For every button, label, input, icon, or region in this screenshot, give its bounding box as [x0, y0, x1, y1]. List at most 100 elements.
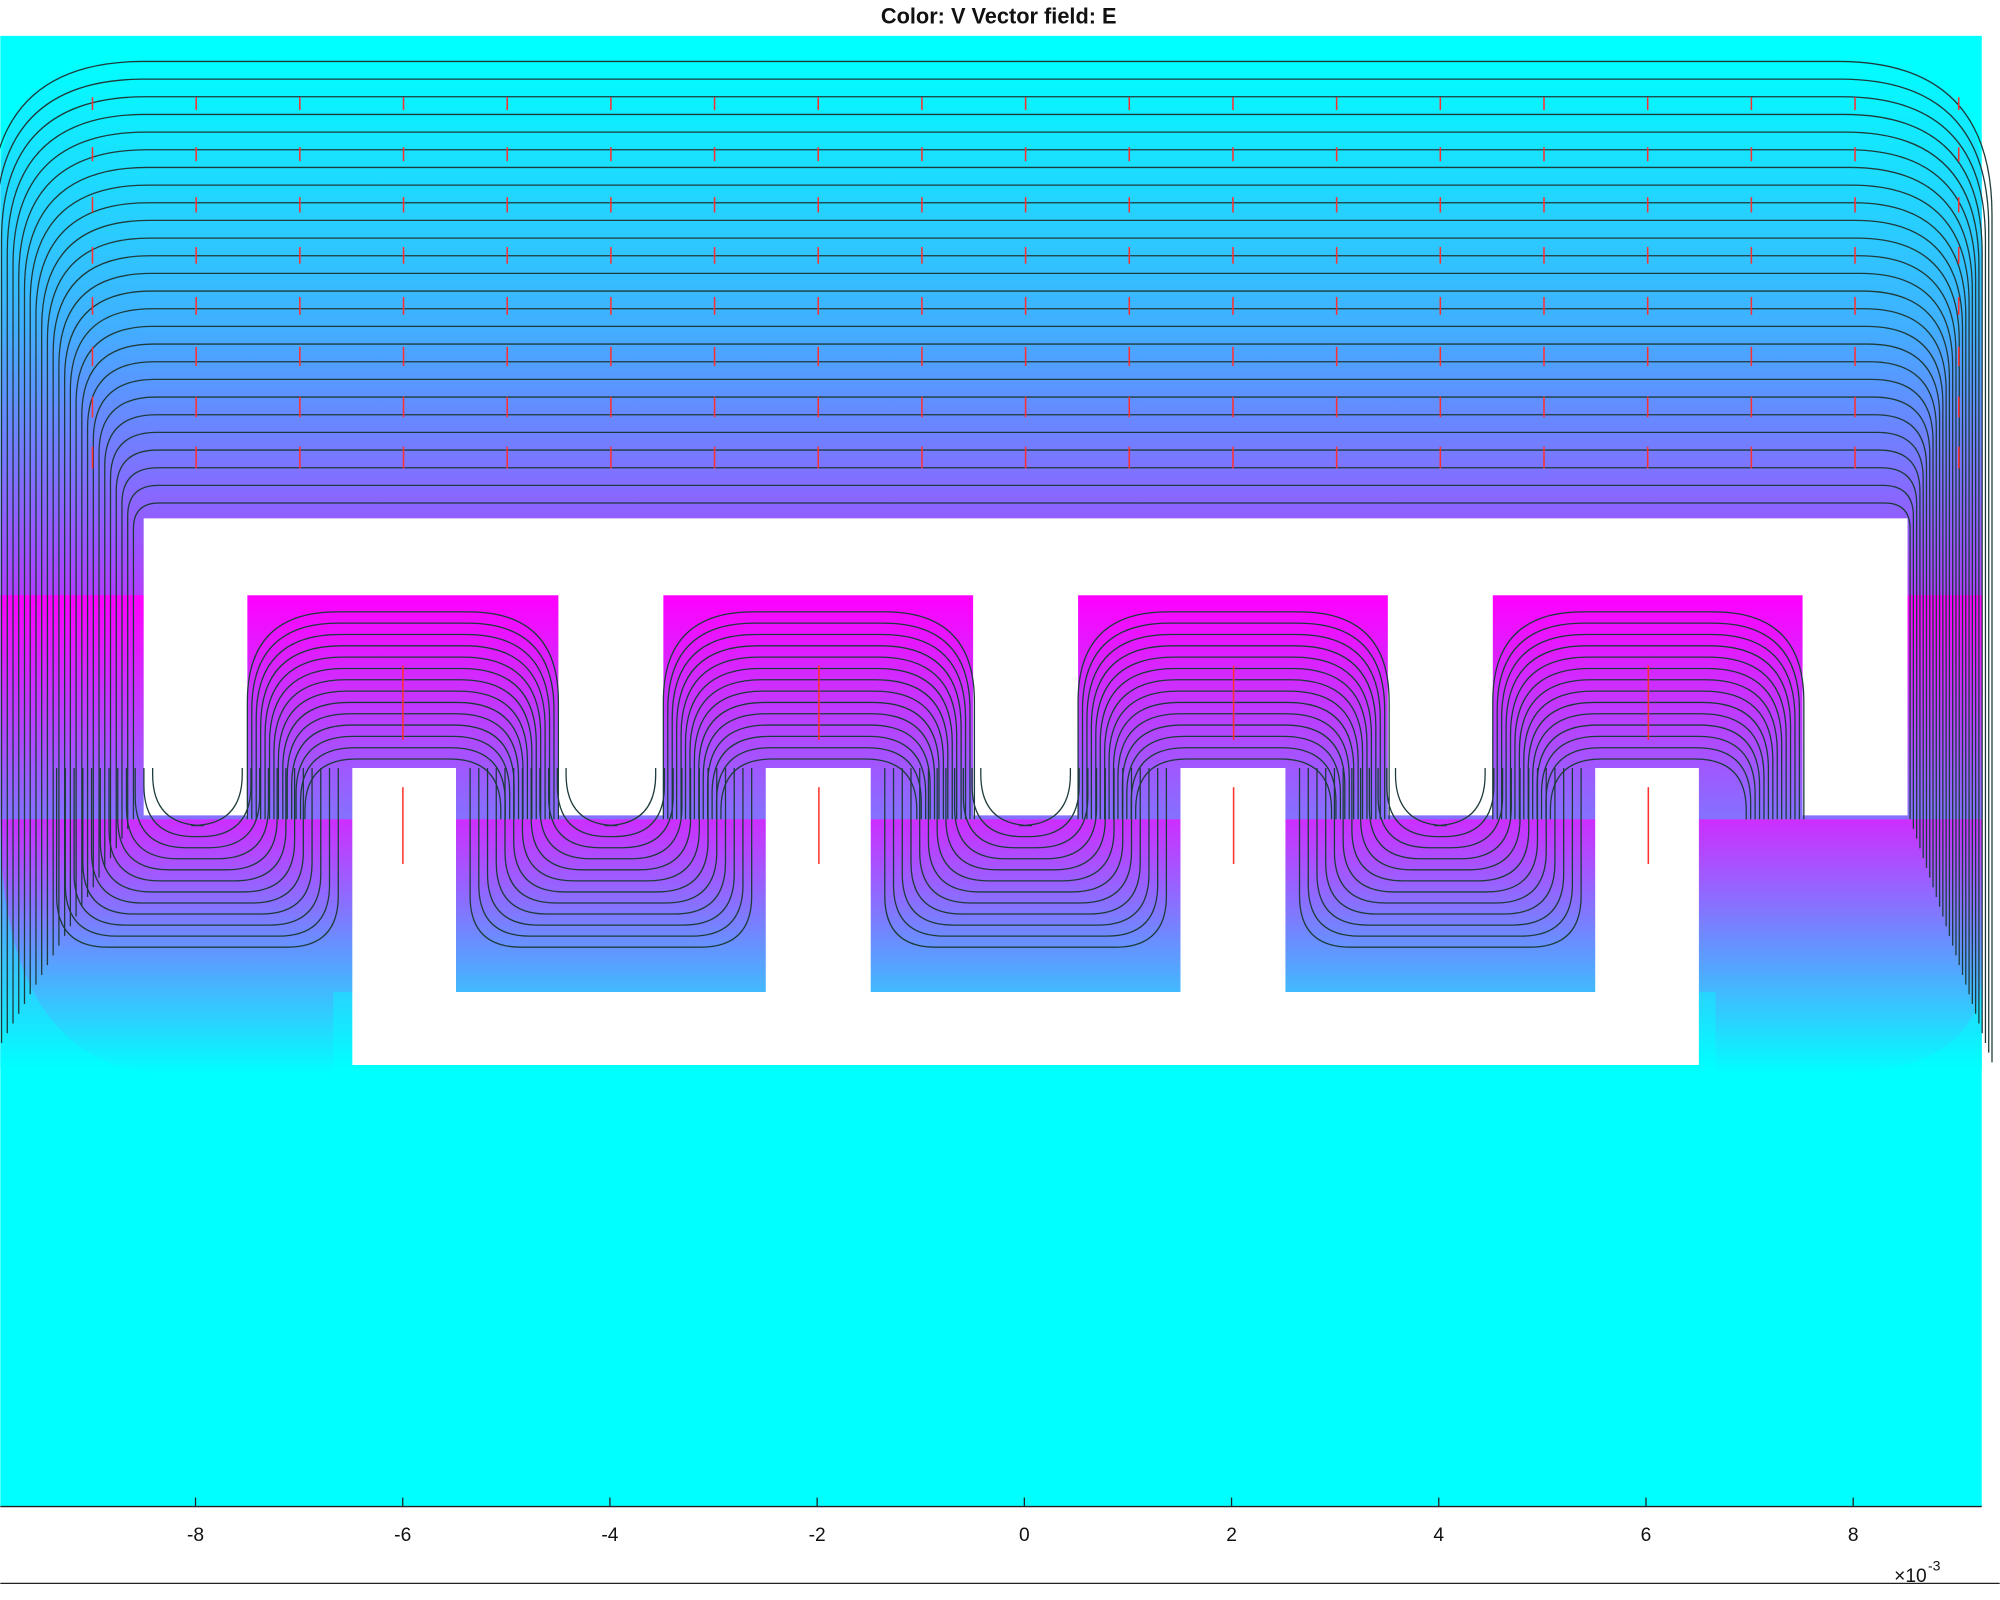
contour	[1501, 633, 1796, 820]
contour	[81, 343, 1941, 907]
contour	[1130, 747, 1337, 820]
x-tick-label: 8	[1848, 1525, 1859, 1546]
contour	[927, 768, 1124, 893]
contour	[246, 611, 560, 820]
contour	[953, 768, 1098, 860]
contour	[1135, 758, 1333, 820]
contour-lines	[0, 60, 1993, 1063]
contour	[121, 467, 1918, 839]
contour	[52, 255, 1957, 956]
contour	[115, 449, 1921, 849]
contour	[901, 768, 1150, 926]
vector-field	[91, 97, 1960, 864]
contour	[56, 768, 339, 948]
x-tick-label: -4	[601, 1525, 618, 1546]
upper-electrode	[143, 518, 1908, 816]
contour	[6, 113, 1983, 1034]
x-tick-label: -2	[809, 1525, 826, 1546]
contour	[0, 78, 1990, 1053]
contour	[962, 768, 1089, 849]
contour	[35, 202, 1967, 985]
contour	[486, 768, 735, 926]
contour	[1394, 768, 1486, 827]
contour	[260, 645, 546, 820]
contour	[884, 768, 1168, 948]
contour	[919, 768, 1133, 904]
contour	[41, 219, 1964, 975]
contour	[1509, 656, 1787, 820]
contour	[12, 131, 1980, 1024]
contour	[1081, 622, 1386, 820]
contour	[299, 747, 506, 820]
contour	[513, 768, 709, 893]
contour	[667, 622, 971, 820]
contour	[547, 768, 674, 849]
contour	[109, 431, 1924, 859]
contour	[478, 768, 744, 937]
lower-electrode	[352, 768, 1699, 1065]
contour	[662, 611, 976, 820]
contour	[680, 656, 958, 820]
contour	[556, 768, 666, 838]
contour	[69, 308, 1947, 927]
x-tick-label: -8	[187, 1525, 204, 1546]
contour	[1095, 656, 1373, 820]
contour	[125, 768, 270, 860]
contour	[1342, 768, 1539, 893]
contour	[82, 768, 313, 915]
contour	[1368, 768, 1512, 860]
contour	[1496, 622, 1801, 820]
x-multiplier-base: ×10	[1894, 1566, 1927, 1587]
contour	[565, 768, 657, 827]
contour	[495, 768, 727, 915]
contour	[1377, 768, 1504, 849]
chart-title: Color: V Vector field: E	[881, 4, 1117, 29]
contour	[1333, 768, 1547, 904]
contour	[521, 768, 700, 882]
contour	[469, 768, 753, 948]
contour	[117, 768, 278, 871]
contour	[971, 768, 1080, 838]
contour	[1359, 768, 1521, 871]
contour	[1325, 768, 1556, 915]
contour	[1298, 768, 1582, 948]
contour	[1505, 645, 1792, 820]
contour	[18, 149, 1977, 1014]
contour	[90, 768, 304, 904]
x-tick-label: -6	[394, 1525, 411, 1546]
contour	[132, 502, 1911, 820]
contour	[98, 396, 1931, 878]
contour	[255, 633, 551, 820]
contour	[715, 747, 922, 820]
contour	[720, 758, 918, 820]
plot-area	[0, 35, 1993, 1507]
contour	[108, 768, 287, 882]
contour	[0, 60, 1993, 1063]
contour	[1090, 645, 1377, 820]
contour	[1386, 768, 1495, 838]
contour	[1086, 633, 1381, 820]
contour	[1492, 611, 1805, 820]
x-tick-label: 4	[1433, 1525, 1444, 1546]
contour	[99, 768, 296, 893]
contour	[46, 237, 1960, 966]
x-multiplier-exponent: -3	[1928, 1557, 1941, 1573]
contour	[73, 768, 322, 926]
contour	[910, 768, 1141, 915]
contour	[264, 656, 542, 820]
contour	[58, 272, 1954, 946]
contour	[1307, 768, 1574, 937]
contour	[1351, 768, 1530, 882]
contour	[936, 768, 1115, 882]
contour	[75, 325, 1944, 917]
contour	[92, 378, 1934, 888]
contour	[29, 184, 1970, 995]
contour	[1545, 747, 1752, 820]
contour	[1316, 768, 1565, 926]
contour	[980, 768, 1072, 827]
x-tick-label: 2	[1226, 1525, 1237, 1546]
contour	[1077, 611, 1390, 820]
contour	[945, 768, 1106, 871]
contour	[304, 758, 502, 820]
